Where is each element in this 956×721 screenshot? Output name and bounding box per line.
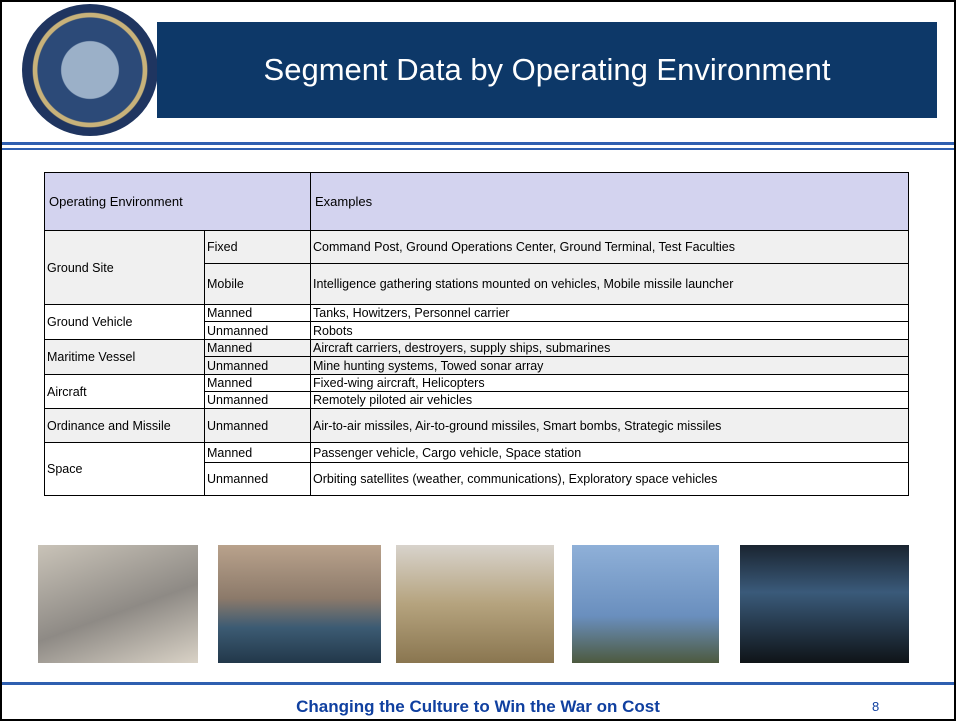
type-cell: Unmanned [204,408,311,443]
table-row: Mobile Intelligence gathering stations mo… [45,263,909,305]
examples-cell: Tanks, Howitzers, Personnel carrier [310,304,909,322]
page-number: 8 [872,699,880,714]
type-cell: Unmanned [204,391,311,409]
type-cell: Manned [204,304,311,322]
header-rule [2,148,954,150]
type-cell: Manned [204,442,311,463]
environment-cell: Aircraft [44,374,205,409]
table-row: Unmanned Robots [45,321,909,340]
table-container: Operating Environment Examples Ground Si… [44,172,909,496]
type-cell: Unmanned [204,462,311,496]
table-row: Ground Site Fixed Command Post, Ground Ope… [44,230,909,305]
table-row: Ground Vehicle Manned Tanks, Howitzers, Pe… [44,304,909,340]
table-row: Maritime Vessel Manned Aircraft carriers, … [44,339,909,375]
examples-cell: Passenger vehicle, Cargo vehicle, Space … [310,442,909,463]
header-row: Operating Environment Examples [44,172,909,231]
environment-cell: Ground Site [44,230,205,305]
examples-cell: Fixed-wing aircraft, Helicopters [310,374,909,392]
examples-cell: Mine hunting systems, Towed sonar array [310,356,909,375]
table-row: Space Manned Passenger vehicle, Cargo vehi… [44,442,909,496]
examples-cell: Remotely piloted air vehicles [310,391,909,409]
tank-photo [396,545,554,663]
type-cell: Fixed [204,230,311,264]
environment-table: Operating Environment Examples Ground Si… [44,172,909,496]
examples-cell: Orbiting satellites (weather, communicat… [310,462,909,496]
examples-cell: Intelligence gathering stations mounted … [310,263,909,305]
title-banner: Segment Data by Operating Environment [157,22,937,118]
examples-cell: Command Post, Ground Operations Center, … [310,230,909,264]
footer-rule [2,682,954,685]
environment-cell: Maritime Vessel [44,339,205,375]
table-row: Aircraft Manned Fixed-wing aircraft, Helic… [44,374,909,409]
table-row: Unmanned Mine hunting systems, Towed sona… [45,356,909,375]
navy-seal-logo [22,4,158,136]
control-center-photo [740,545,909,663]
environment-cell: Space [44,442,205,496]
examples-cell: Robots [310,321,909,340]
type-cell: Manned [204,374,311,392]
type-cell: Unmanned [204,356,311,375]
ships-photo [218,545,381,663]
header-rule [2,142,954,145]
type-cell: Manned [204,339,311,357]
environment-cell: Ordinance and Missile [44,408,205,443]
column-header: Operating Environment [44,172,311,231]
type-cell: Unmanned [204,321,311,340]
missile-photo [572,545,719,663]
aircraft-photo [38,545,198,663]
examples-cell: Air-to-air missiles, Air-to-ground missi… [310,408,909,443]
type-cell: Mobile [204,263,311,305]
slide-title: Segment Data by Operating Environment [263,52,831,87]
examples-cell: Aircraft carriers, destroyers, supply sh… [310,339,909,357]
environment-cell: Ground Vehicle [44,304,205,340]
footer-text: Changing the Culture to Win the War on C… [296,697,660,716]
column-header: Examples [310,172,909,231]
table-row: Unmanned Orbiting satellites (weather, co… [45,462,909,496]
table-row: Ordinance and Missile Unmanned Air-to-air … [44,408,909,443]
